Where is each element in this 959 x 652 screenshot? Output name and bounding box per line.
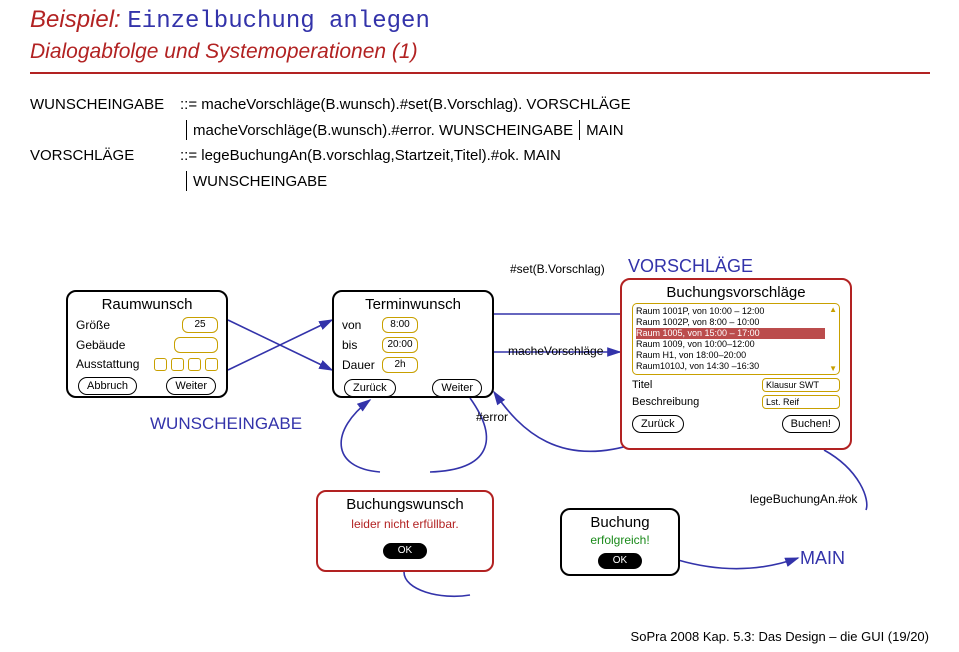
buchung-title: Buchung: [562, 514, 678, 531]
titel-label: Titel: [632, 379, 652, 391]
vorschlaege-listbox[interactable]: ▲ Raum 1001P, von 10:00 – 12:00 Raum 100…: [632, 303, 840, 375]
ok-button[interactable]: OK: [383, 543, 427, 559]
title-rule: [30, 72, 930, 74]
buchungswunsch-message: leider nicht erfüllbar.: [318, 517, 492, 531]
ausstattung-label: Ausstattung: [76, 357, 139, 371]
buchen-button[interactable]: Buchen!: [782, 415, 840, 433]
grammar-block: WUNSCHEINGABE ::= macheVorschläge(B.wuns…: [30, 92, 631, 194]
wunscheingabe-state-label: WUNSCHEINGABE: [150, 414, 302, 434]
zurueck-button[interactable]: Zurück: [344, 379, 396, 397]
terminwunsch-title: Terminwunsch: [334, 296, 492, 313]
bis-label: bis: [342, 338, 376, 352]
raumwunsch-title: Raumwunsch: [68, 296, 226, 313]
beschreibung-input[interactable]: Lst. Reif: [762, 395, 840, 409]
ausstattung-checkbox[interactable]: [171, 358, 184, 371]
grammar-r3-body: ::= legeBuchungAn(B.vorschlag,Startzeit,…: [180, 143, 561, 169]
page-subtitle: Dialogabfolge und Systemoperationen (1): [30, 40, 418, 64]
dauer-label: Dauer: [342, 358, 376, 372]
groesse-label: Größe: [76, 318, 110, 332]
scroll-up-icon[interactable]: ▲: [829, 305, 837, 314]
ausstattung-checkbox[interactable]: [205, 358, 218, 371]
list-item[interactable]: Raum 1002P, von 8:00 – 10:00: [636, 317, 825, 328]
ok-button[interactable]: OK: [598, 553, 642, 569]
buchung-message: erfolgreich!: [562, 533, 678, 547]
main-state-label: MAIN: [800, 548, 845, 569]
buchung-dialog: Buchung erfolgreich! OK: [560, 508, 680, 576]
raumwunsch-dialog: Raumwunsch Größe 25 Gebäude Ausstattung …: [66, 290, 228, 398]
edge-machevor-label: macheVorschläge: [508, 344, 603, 358]
list-item[interactable]: Raum 1001P, von 10:00 – 12:00: [636, 306, 825, 317]
titel-input[interactable]: Klausur SWT: [762, 378, 840, 392]
alt-bar-icon: [186, 120, 187, 140]
slide-footer: SoPra 2008 Kap. 5.3: Das Design – die GU…: [631, 629, 929, 644]
buchungswunsch-title: Buchungswunsch: [318, 496, 492, 513]
groesse-input[interactable]: 25: [182, 317, 218, 333]
edge-legebuch-label: legeBuchungAn.#ok: [750, 492, 857, 506]
grammar-r4-body: WUNSCHEINGABE: [193, 169, 327, 195]
weiter-button[interactable]: Weiter: [432, 379, 482, 397]
ausstattung-checkbox[interactable]: [188, 358, 201, 371]
grammar-r1-body: ::= macheVorschläge(B.wunsch).#set(B.Vor…: [180, 92, 631, 118]
bis-input[interactable]: 20:00: [382, 337, 418, 353]
vorschlaege-title: Buchungsvorschläge: [622, 284, 850, 301]
von-input[interactable]: 8:00: [382, 317, 418, 333]
abbruch-button[interactable]: Abbruch: [78, 377, 137, 395]
alt-bar-icon: [186, 171, 187, 191]
grammar-r2-body2: MAIN: [586, 118, 624, 144]
list-item[interactable]: Raum 1005, von 15:00 – 17:00: [636, 328, 825, 339]
page-title: Beispiel: Einzelbuchung anlegen: [30, 6, 430, 35]
gebaeude-label: Gebäude: [76, 338, 125, 352]
weiter-button[interactable]: Weiter: [166, 377, 216, 395]
list-item[interactable]: Raum1010J, von 14:30 –16:30: [636, 361, 825, 372]
gebaeude-input[interactable]: [174, 337, 218, 353]
vorschlaege-state-label: VORSCHLÄGE: [628, 256, 753, 277]
ausstattung-checkbox[interactable]: [154, 358, 167, 371]
terminwunsch-dialog: Terminwunsch von 8:00 bis 20:00 Dauer 2h…: [332, 290, 494, 398]
title-label: Beispiel:: [30, 6, 121, 33]
von-label: von: [342, 318, 376, 332]
list-item[interactable]: Raum H1, von 18:00–20:00: [636, 350, 825, 361]
grammar-r3-head: VORSCHLÄGE: [30, 143, 180, 169]
zurueck-button[interactable]: Zurück: [632, 415, 684, 433]
alt-bar-icon: [579, 120, 580, 140]
edge-error-label: #error: [476, 410, 508, 424]
buchungswunsch-dialog: Buchungswunsch leider nicht erfüllbar. O…: [316, 490, 494, 572]
vorschlaege-dialog: Buchungsvorschläge ▲ Raum 1001P, von 10:…: [620, 278, 852, 450]
list-item[interactable]: Raum 1009, von 10:00–12:00: [636, 339, 825, 350]
scroll-down-icon[interactable]: ▼: [829, 364, 837, 373]
dauer-input[interactable]: 2h: [382, 357, 418, 373]
grammar-r1-head: WUNSCHEINGABE: [30, 92, 180, 118]
title-code: Einzelbuchung anlegen: [127, 8, 429, 35]
beschreibung-label: Beschreibung: [632, 396, 699, 408]
grammar-r2-body1: macheVorschläge(B.wunsch).#error. WUNSCH…: [193, 118, 573, 144]
edge-set-label: #set(B.Vorschlag): [510, 262, 605, 276]
